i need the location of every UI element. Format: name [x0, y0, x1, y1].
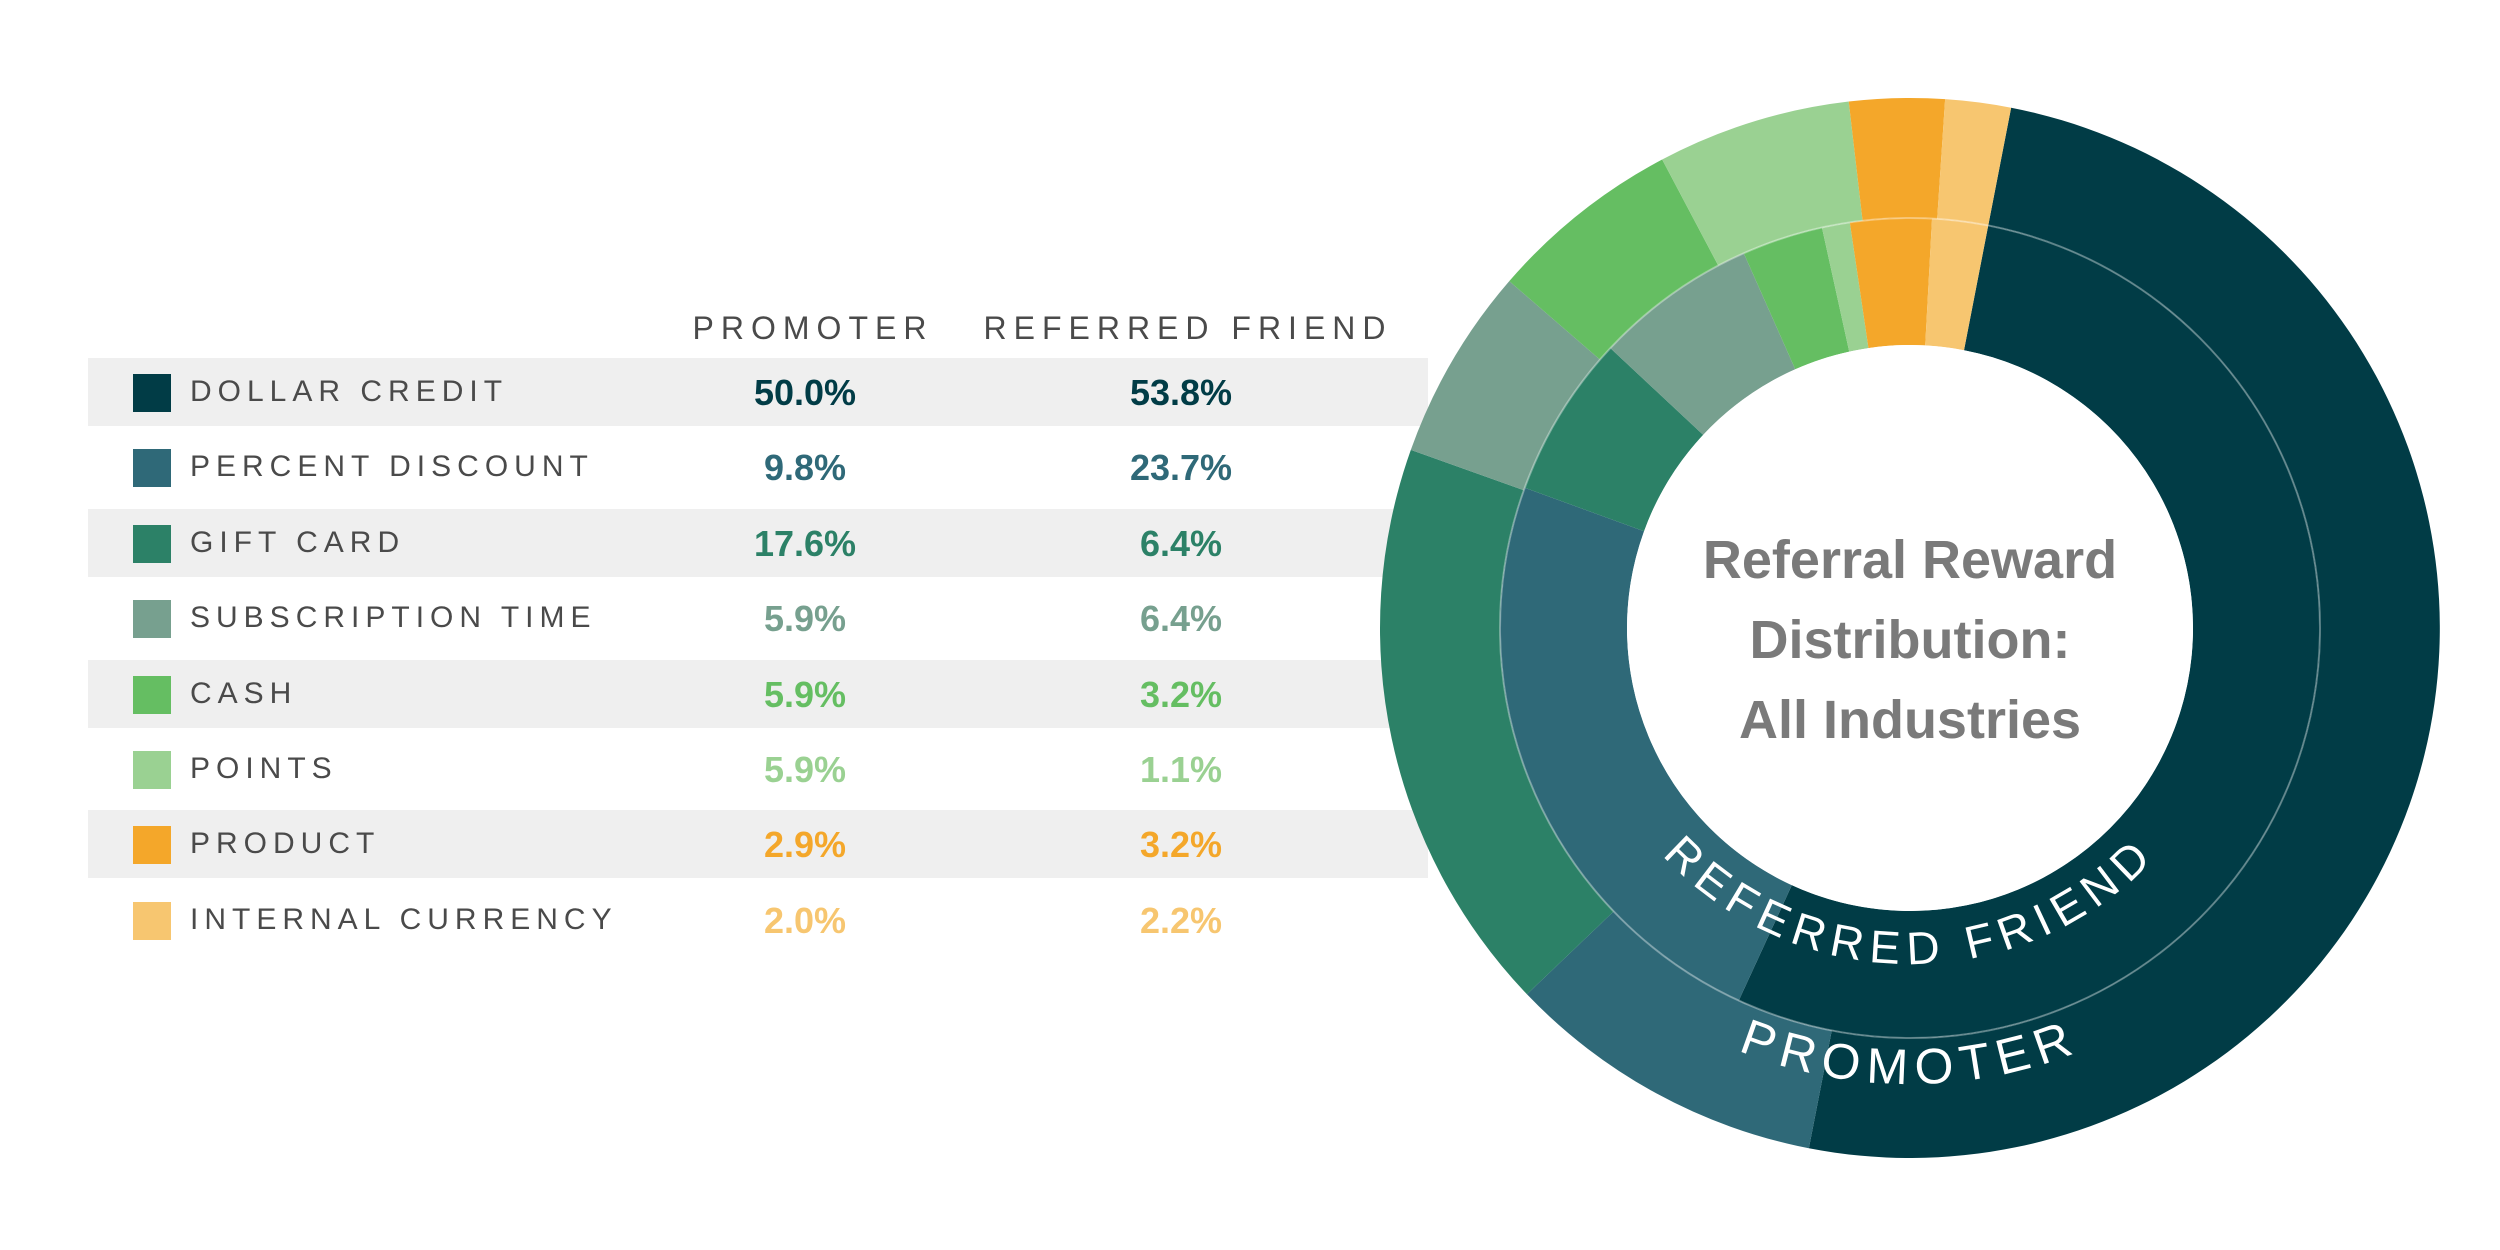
- ring-separator: [1499, 217, 2321, 1039]
- promoter-value: 50.0%: [753, 372, 857, 413]
- legend-row: PERCENT DISCOUNT 9.8% 23.7%: [88, 433, 1428, 501]
- promoter-value: 2.9%: [763, 824, 847, 866]
- column-header-referred-friend: REFERRED FRIEND: [983, 310, 1393, 346]
- promoter-slice: [1526, 911, 1832, 1149]
- promoter-value: 2.0%: [763, 899, 847, 941]
- legend-row: PRODUCT 2.9% 3.2%: [88, 810, 1428, 879]
- referred-friend-value: 3.2%: [1139, 824, 1223, 866]
- legend-label: GIFT CARD: [190, 525, 406, 559]
- referred-friend-slice: [1925, 218, 1989, 351]
- legend-swatch: [133, 826, 171, 865]
- legend-swatch: [133, 901, 171, 940]
- legend-swatch: [133, 675, 171, 714]
- legend-swatch: [133, 751, 171, 789]
- legend-label: CASH: [190, 676, 298, 710]
- chart-title-line: Referral Reward: [1703, 530, 2117, 590]
- legend-row: CASH 5.9% 3.2%: [88, 659, 1428, 728]
- promoter-slice: [1380, 449, 1614, 995]
- legend-swatch: [133, 374, 171, 412]
- referred-friend-slice: [1524, 348, 1704, 532]
- referred-friend-value: 6.4%: [1139, 598, 1223, 640]
- promoter-slice: [1509, 159, 1719, 360]
- referred-friend-value: 1.1%: [1139, 749, 1223, 790]
- promoter-slice: [1662, 101, 1863, 266]
- legend-row: SUBSCRIPTION TIME 5.9% 6.4%: [88, 584, 1428, 652]
- legend-swatch: [133, 600, 171, 639]
- donut-center: [1627, 345, 2193, 911]
- legend-row: INTERNAL CURRENCY 2.0% 2.2%: [88, 886, 1428, 954]
- referred-friend-slice: [1500, 487, 1792, 1001]
- promoter-value: 5.9%: [763, 673, 847, 715]
- referred-friend-value: 6.4%: [1139, 522, 1223, 564]
- legend-row: POINTS 5.9% 1.1%: [88, 735, 1428, 803]
- promoter-slice: [1808, 107, 2440, 1158]
- legend-label: PRODUCT: [190, 827, 381, 861]
- legend-swatch: [133, 524, 171, 563]
- legend-label: DOLLAR CREDIT: [190, 375, 509, 408]
- chart-title-line: Distribution:: [1750, 610, 2071, 670]
- referred-friend-slice: [1610, 253, 1796, 435]
- promoter-slice: [1937, 99, 2012, 226]
- column-header-promoter: PROMOTER: [692, 310, 934, 346]
- legend-label: SUBSCRIPTION TIME: [190, 601, 597, 635]
- referred-friend-value: 53.8%: [1129, 372, 1233, 413]
- promoter-value: 17.6%: [753, 522, 857, 564]
- legend-swatch: [133, 449, 171, 488]
- legend-label: INTERNAL CURRENCY: [190, 902, 618, 936]
- promoter-value: 9.8%: [763, 447, 847, 489]
- referred-friend-slice: [1821, 222, 1869, 352]
- legend-row: DOLLAR CREDIT 50.0% 53.8%: [88, 358, 1428, 426]
- legend-label: POINTS: [190, 752, 338, 785]
- referred-friend-value: 23.7%: [1129, 447, 1233, 489]
- promoter-value: 5.9%: [763, 598, 847, 640]
- legend-label: PERCENT DISCOUNT: [190, 450, 594, 484]
- referred-friend-slice: [1849, 217, 1933, 349]
- promoter-slice: [1848, 98, 1946, 221]
- referred-friend-value: 3.2%: [1139, 673, 1223, 715]
- chart-title-line: All Industries: [1739, 690, 2081, 750]
- referred-friend-value: 2.2%: [1139, 899, 1223, 941]
- legend-row: GIFT CARD 17.6% 6.4%: [88, 508, 1428, 577]
- referred-friend-slice: [1743, 227, 1850, 370]
- promoter-value: 5.9%: [763, 749, 847, 790]
- promoter-slice: [1410, 281, 1601, 491]
- referred-friend-slice: [1738, 225, 2320, 1039]
